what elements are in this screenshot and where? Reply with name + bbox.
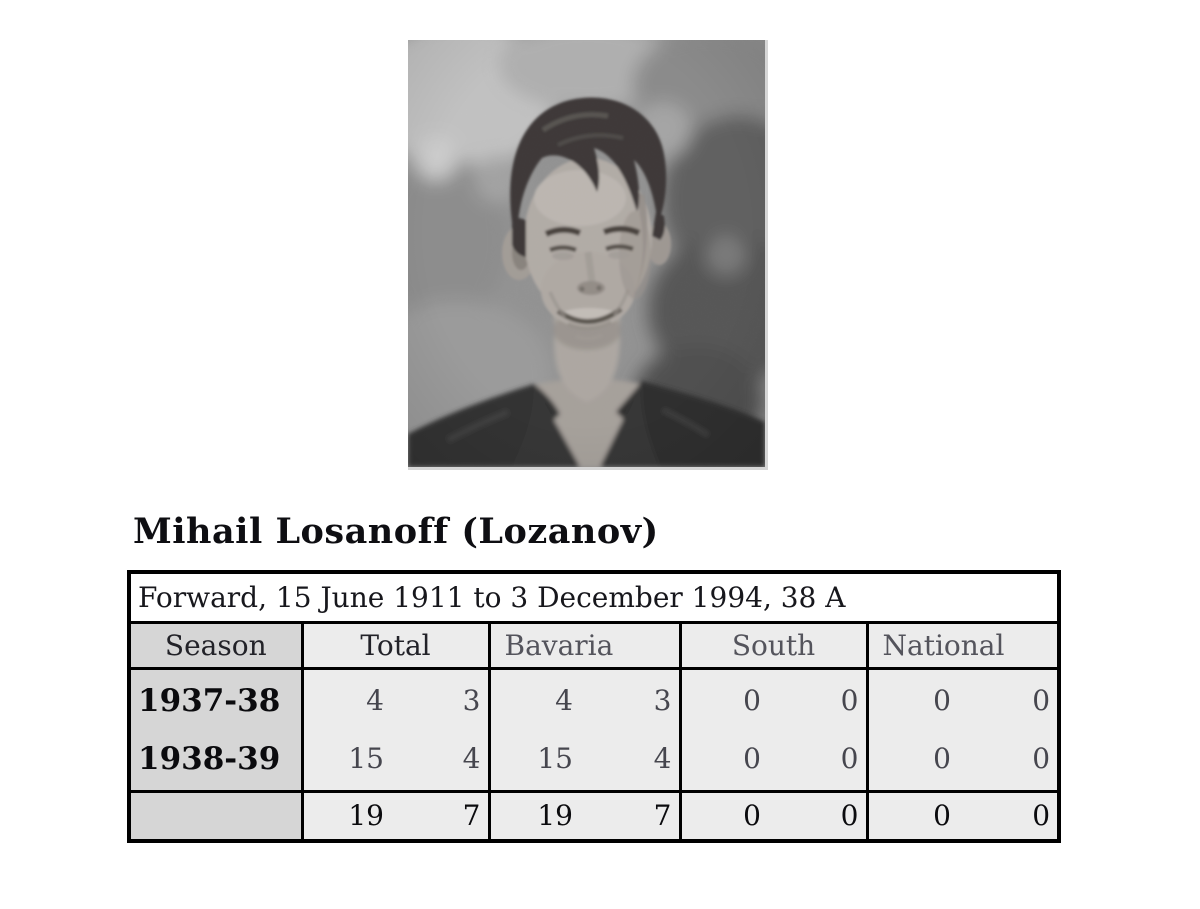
player-summary-text: Forward, 15 June 1911 to 3 December 1994… [127,570,1061,624]
bavaria-goals-cell: 3 4 [585,666,682,793]
totals-total-goals: 7 [396,789,491,843]
season-labels-cell: 1937-38 1938-39 [127,666,304,793]
column-header-south: South [678,620,869,670]
totals-bavaria-apps: 19 [487,789,585,843]
bavaria-apps-cell: 4 15 [487,666,585,793]
total-apps-cell: 4 15 [300,666,396,793]
totals-bavaria-goals: 7 [585,789,682,843]
season-rows: 1937-38 1938-39 4 15 3 4 4 15 3 4 0 0 [127,666,1061,793]
national-goals-cell: 0 0 [963,666,1061,793]
column-header-season: Season [127,620,304,670]
header-row: Season Total Bavaria South National [127,620,1061,670]
totals-national-goals: 0 [963,789,1061,843]
season-label: 1937-38 [138,682,281,719]
south-goals-cell: 0 0 [773,666,869,793]
totals-season-cell [127,789,304,843]
caption-row: Forward, 15 June 1911 to 3 December 1994… [127,570,1061,624]
national-apps-cell: 0 0 [865,666,963,793]
column-header-bavaria: Bavaria [487,620,682,670]
totals-row: 19 7 19 7 0 0 0 0 [127,789,1061,843]
south-apps-cell: 0 0 [678,666,773,793]
season-label: 1938-39 [138,740,281,777]
total-goals-cell: 3 4 [396,666,491,793]
portrait-illustration [408,40,765,467]
career-stats-table: Forward, 15 June 1911 to 3 December 1994… [127,570,1062,843]
player-portrait-photo [408,40,768,470]
totals-national-apps: 0 [865,789,963,843]
page-title: Mihail Losanoff (Lozanov) [133,511,659,552]
column-header-national: National [865,620,1061,670]
column-header-total: Total [300,620,491,670]
totals-total-apps: 19 [300,789,396,843]
totals-south-goals: 0 [773,789,869,843]
totals-south-apps: 0 [678,789,773,843]
